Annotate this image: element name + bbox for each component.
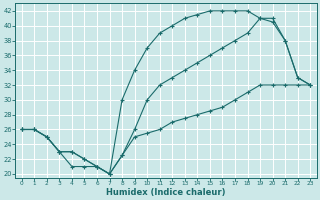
X-axis label: Humidex (Indice chaleur): Humidex (Indice chaleur) bbox=[106, 188, 226, 197]
